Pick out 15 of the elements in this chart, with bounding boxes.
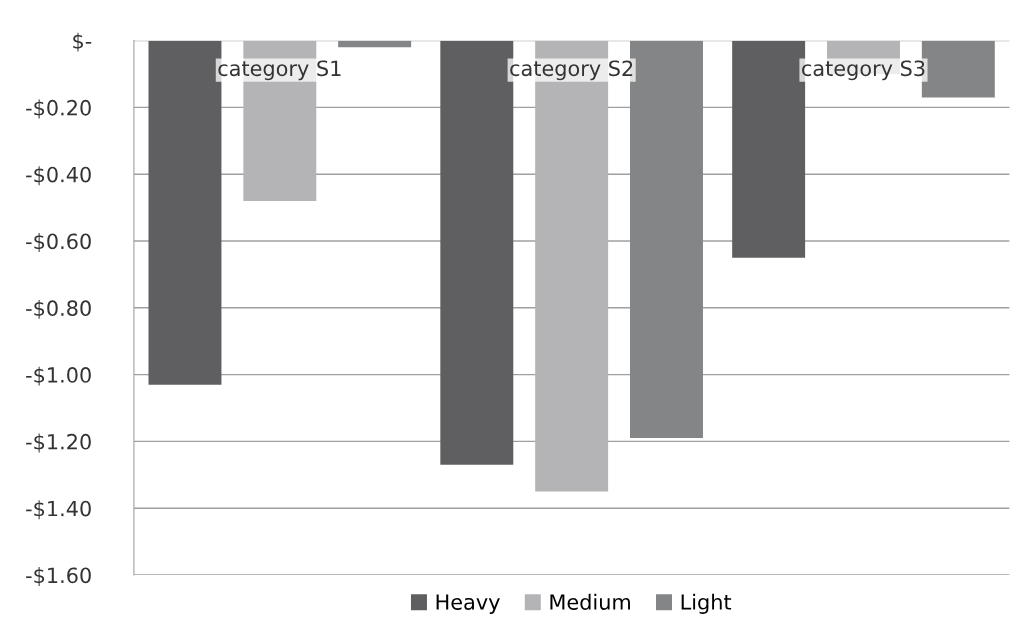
legend-label: Heavy: [436, 594, 500, 614]
y-tick-label: -$1.20: [26, 433, 91, 453]
y-tick-label: -$1.40: [26, 500, 91, 520]
y-tick-label: -$0.80: [26, 299, 91, 319]
y-tick-label: $-: [73, 32, 92, 52]
x-tick-label: category S3: [802, 60, 925, 81]
x-tick-label: category S1: [218, 60, 341, 81]
x-tick-label: category S2: [510, 60, 633, 81]
y-tick-label: -$1.00: [26, 366, 91, 386]
y-tick-label: -$0.20: [26, 99, 91, 119]
legend-label: Light: [681, 593, 732, 614]
legend-label: Medium: [550, 593, 630, 610]
y-tick-label: -$0.40: [26, 166, 91, 186]
y-tick-label: -$0.60: [26, 233, 91, 252]
y-tick-label: -$1.60: [26, 567, 91, 586]
